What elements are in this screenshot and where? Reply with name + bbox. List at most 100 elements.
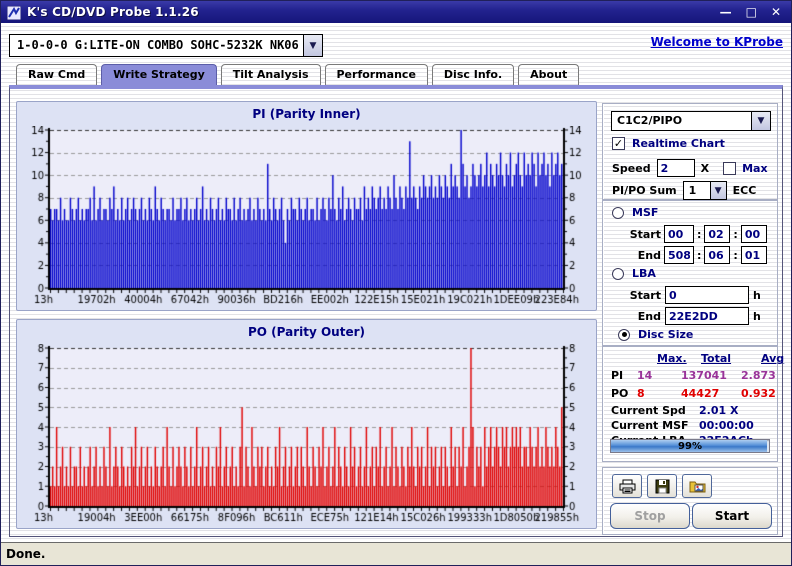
ecc-label: ECC	[732, 184, 757, 197]
lba-label: LBA	[632, 267, 656, 280]
msf-label: MSF	[632, 206, 659, 219]
po-stats-row: PO 8 44427 0.932	[611, 387, 777, 400]
status-bar: Done.	[1, 542, 791, 565]
mode-select[interactable]: C1C2/PIPO ▼	[611, 111, 771, 131]
save-button[interactable]	[647, 474, 677, 498]
tab-bar: Raw Cmd Write Strategy Tilt Analysis Per…	[16, 64, 580, 85]
tab-tilt-analysis[interactable]: Tilt Analysis	[220, 64, 321, 85]
current-speed-row: Current Spd 2.01 X	[611, 404, 738, 417]
tab-content: PI (Parity Inner) PO (Parity Outer) C1C2…	[9, 85, 784, 537]
window-title: K's CD/DVD Probe 1.1.26	[27, 5, 199, 19]
minimize-button[interactable]: —	[719, 5, 732, 19]
tab-performance[interactable]: Performance	[324, 64, 428, 85]
pi-chart-title: PI (Parity Inner)	[252, 107, 361, 121]
stats-header-total: Total	[701, 352, 732, 365]
lba-end-unit: h	[753, 309, 761, 323]
pi-chart-panel: PI (Parity Inner)	[16, 101, 597, 311]
msf-end-frame[interactable]	[740, 246, 767, 264]
lba-start-unit: h	[753, 288, 761, 302]
chevron-down-icon: ▼	[309, 40, 317, 51]
po-chart-title: PO (Parity Outer)	[247, 325, 366, 339]
pipo-sum-value: 1	[688, 184, 697, 197]
po-row-label: PO	[611, 387, 629, 400]
welcome-link[interactable]: Welcome to KProbe	[650, 35, 783, 49]
pipo-sum-label: PI/PO Sum	[612, 184, 677, 197]
msf-start-label: Start	[629, 227, 661, 241]
app-icon	[6, 5, 22, 21]
lba-end-input[interactable]	[665, 307, 749, 325]
stats-header-max: Max.	[657, 352, 687, 365]
maximize-button[interactable]: □	[745, 5, 757, 19]
stats-header-avg: Avg	[761, 352, 785, 365]
print-button[interactable]	[612, 474, 642, 498]
current-msf-label: Current MSF	[611, 419, 689, 432]
mode-select-arrow[interactable]: ▼	[751, 112, 770, 130]
realtime-chart-checkbox[interactable]: ✓	[612, 137, 625, 150]
po-avg-value: 0.932	[741, 387, 776, 400]
command-group: Stop Start	[602, 467, 778, 535]
po-chart-panel: PO (Parity Outer)	[16, 319, 597, 529]
speed-input[interactable]	[656, 159, 695, 177]
stats-group: Max. Total Avg PI 14 137041 2.873 PO 8 4…	[602, 346, 784, 462]
main-area: 1-0-0-0 G:LITE-ON COMBO SOHC-5232K NK06 …	[1, 23, 791, 543]
disc-size-radio[interactable]	[618, 328, 630, 341]
tab-write-strategy[interactable]: Write Strategy	[101, 64, 217, 85]
po-chart	[20, 344, 593, 526]
max-speed-label: Max	[742, 161, 768, 175]
progress-fill	[611, 440, 768, 452]
pipo-sum-select[interactable]: 1 ▼	[682, 181, 727, 200]
pi-chart	[20, 126, 593, 308]
pi-row-label: PI	[611, 369, 624, 382]
msf-start-sec[interactable]	[704, 225, 731, 243]
range-group: MSF Start : : End : :	[602, 200, 778, 346]
msf-end-min[interactable]	[664, 246, 694, 264]
lba-start-input[interactable]	[665, 286, 749, 304]
tab-disc-info[interactable]: Disc Info.	[431, 64, 515, 85]
po-total-value: 44427	[681, 387, 720, 400]
chevron-down-icon: ▼	[757, 116, 765, 126]
msf-start-frame[interactable]	[740, 225, 767, 243]
folder-image-icon	[689, 481, 705, 493]
drive-select[interactable]: 1-0-0-0 G:LITE-ON COMBO SOHC-5232K NK06 …	[9, 34, 323, 57]
close-button[interactable]: ✕	[770, 5, 781, 19]
chevron-down-icon: ▼	[714, 185, 722, 196]
stop-button[interactable]: Stop	[610, 503, 690, 529]
msf-start-min[interactable]	[664, 225, 694, 243]
progress-bar: 99%	[610, 439, 770, 453]
lba-start-label: Start	[629, 288, 661, 302]
tab-raw-cmd[interactable]: Raw Cmd	[16, 64, 98, 85]
lba-radio[interactable]	[612, 267, 624, 280]
tab-about[interactable]: About	[518, 64, 580, 85]
msf-end-label: End	[637, 248, 661, 262]
current-speed-label: Current Spd	[611, 404, 686, 417]
msf-separator: :	[697, 248, 702, 262]
pi-avg-value: 2.873	[741, 369, 776, 382]
drive-select-arrow[interactable]: ▼	[303, 35, 322, 56]
msf-end-sec[interactable]	[704, 246, 731, 264]
floppy-disk-icon	[655, 479, 669, 493]
msf-separator: :	[697, 227, 702, 241]
status-text: Done.	[6, 547, 46, 561]
current-msf-value: 00:00:00	[699, 419, 754, 432]
printer-icon	[619, 479, 635, 493]
msf-separator: :	[733, 248, 738, 262]
pi-max-value: 14	[637, 369, 653, 382]
export-image-button[interactable]	[682, 474, 712, 498]
msf-radio[interactable]	[612, 206, 624, 219]
current-msf-row: Current MSF 00:00:00	[611, 419, 754, 432]
msf-separator: :	[733, 227, 738, 241]
pipo-sum-arrow[interactable]: ▼	[709, 182, 726, 199]
mode-select-value: C1C2/PIPO	[617, 114, 683, 127]
po-max-value: 8	[637, 387, 645, 400]
titlebar: K's CD/DVD Probe 1.1.26 — □ ✕	[1, 1, 791, 23]
radio-dot-icon	[621, 332, 627, 337]
current-speed-value: 2.01 X	[699, 404, 739, 417]
disc-size-label: Disc Size	[638, 328, 694, 341]
check-icon: ✓	[613, 137, 624, 150]
start-button[interactable]: Start	[692, 503, 772, 529]
realtime-chart-label: Realtime Chart	[632, 137, 725, 150]
speed-unit-label: X	[700, 161, 710, 175]
max-speed-checkbox[interactable]: ✓	[723, 161, 737, 175]
lba-end-label: End	[637, 309, 661, 323]
